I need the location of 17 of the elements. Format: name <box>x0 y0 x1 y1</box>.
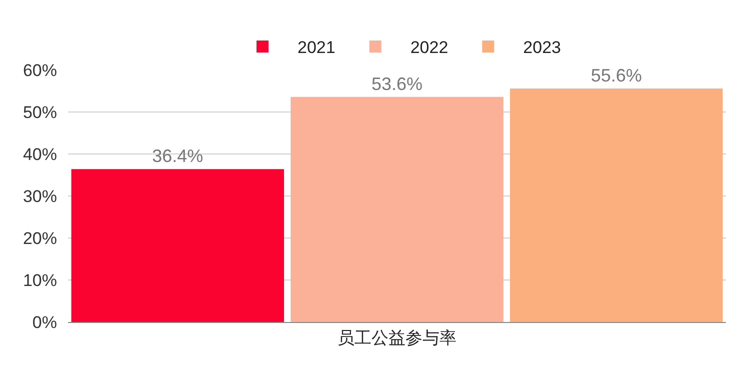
data-label: 55.6% <box>590 65 642 86</box>
x-tick-label: 员工公益参与率 <box>338 328 456 348</box>
legend-label: 2021 <box>298 38 336 58</box>
y-tick-label: 60% <box>22 60 57 80</box>
y-tick-label: 50% <box>22 102 57 122</box>
y-tick-label: 20% <box>22 228 57 248</box>
y-tick-label: 40% <box>22 144 57 164</box>
data-label: 36.4% <box>152 146 204 166</box>
y-tick-label: 10% <box>22 270 57 290</box>
bar <box>290 96 504 322</box>
bar <box>510 88 723 322</box>
legend-label: 2023 <box>523 38 561 58</box>
data-label: 53.6% <box>371 74 423 94</box>
y-tick-label: 0% <box>32 312 57 332</box>
legend-label: 2022 <box>410 38 448 58</box>
bar <box>71 169 284 322</box>
y-tick-label: 30% <box>22 186 57 206</box>
